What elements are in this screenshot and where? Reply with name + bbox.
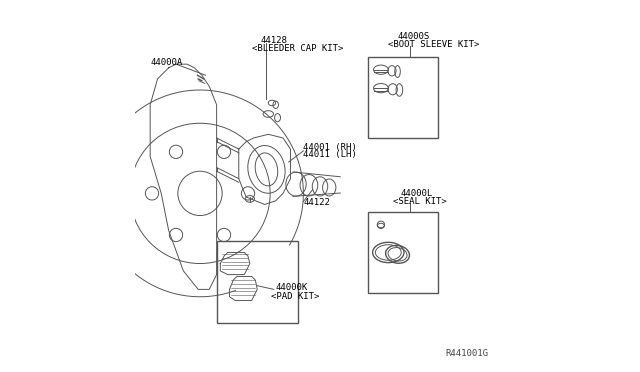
Text: <PAD KIT>: <PAD KIT>: [271, 292, 319, 301]
Text: 44001 (RH): 44001 (RH): [303, 143, 357, 152]
Text: <SEAL KIT>: <SEAL KIT>: [393, 197, 447, 206]
Bar: [368, 212, 438, 293]
Bar: [368, 57, 438, 138]
Text: 44128: 44128: [261, 36, 288, 45]
Text: R441001G: R441001G: [445, 350, 488, 359]
Text: 44000K: 44000K: [276, 283, 308, 292]
Bar: [216, 241, 298, 323]
Text: <BLEEDER CAP KIT>: <BLEEDER CAP KIT>: [252, 44, 343, 53]
Text: 44000L: 44000L: [400, 189, 433, 198]
Text: 44000S: 44000S: [397, 32, 430, 41]
Text: 44000A: 44000A: [150, 58, 182, 67]
Text: 44011 (LH): 44011 (LH): [303, 150, 357, 159]
Text: 44122: 44122: [303, 198, 330, 207]
Text: <BOOT SLEEVE KIT>: <BOOT SLEEVE KIT>: [388, 40, 479, 49]
